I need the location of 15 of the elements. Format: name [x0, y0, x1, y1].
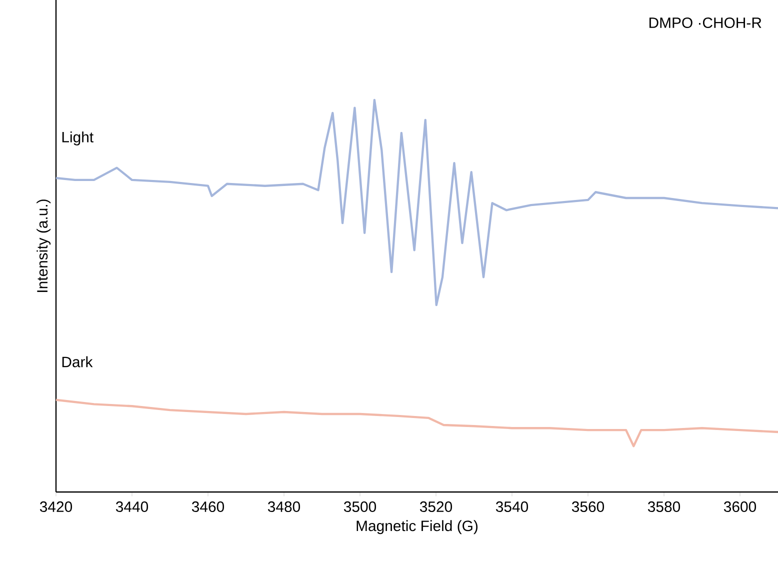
text: Dark [62, 356, 93, 368]
text: Light [62, 131, 94, 146]
x-tick-label: 3520 [420, 501, 452, 512]
x-tick-label: 3540 [496, 501, 528, 512]
x-tick-label: 3420 [40, 501, 72, 512]
x-tick-label: 3440 [116, 501, 148, 512]
x-tick-label: 3580 [648, 501, 680, 512]
x-tick-label: 3600 [724, 501, 756, 512]
x-tick-label: 3560 [572, 501, 604, 512]
x-tick-label: 3500 [344, 501, 376, 512]
x-axis-title: Magnetic Field (G) [356, 520, 478, 534]
x-tick-label: 3480 [268, 501, 300, 512]
y-axis-title: Intensity (a.u.) [36, 200, 51, 292]
x-tick-label: 3460 [192, 501, 224, 512]
text: DMPO ·CHOH-R [649, 17, 762, 28]
